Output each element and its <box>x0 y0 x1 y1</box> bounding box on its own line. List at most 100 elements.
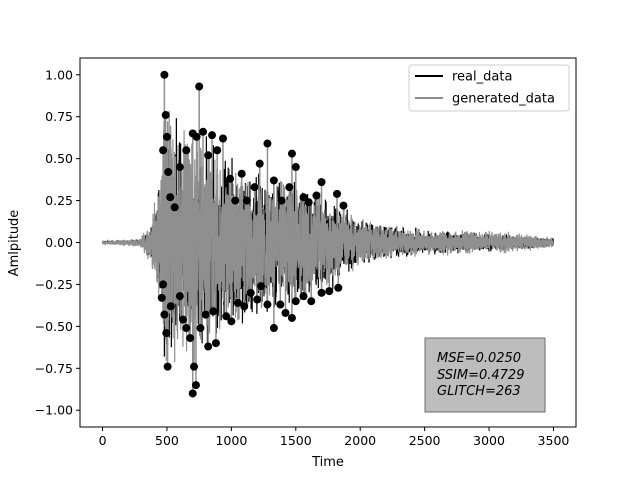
glitch-marker <box>291 297 300 306</box>
x-tick-label: 3500 <box>538 433 570 448</box>
glitch-marker <box>170 203 179 212</box>
glitch-marker <box>160 310 169 319</box>
y-tick-label: −0.75 <box>35 361 73 376</box>
glitch-marker <box>226 174 235 183</box>
glitch-marker <box>277 196 286 205</box>
y-tick-label: 0.75 <box>45 109 73 124</box>
glitch-marker <box>175 292 184 301</box>
y-tick-label: 0.25 <box>45 193 73 208</box>
y-tick-label: 0.50 <box>45 151 73 166</box>
x-tick-label: 2500 <box>409 433 441 448</box>
glitch-marker <box>199 127 208 136</box>
glitch-marker <box>281 308 290 317</box>
glitch-marker <box>269 176 278 185</box>
glitch-marker <box>159 146 168 155</box>
glitch-marker <box>190 362 199 371</box>
y-tick-label: −0.50 <box>35 319 73 334</box>
glitch-marker <box>213 146 222 155</box>
legend-box <box>408 64 570 112</box>
x-tick-label: 1500 <box>280 433 312 448</box>
glitch-marker <box>162 132 171 141</box>
glitch-marker <box>204 342 213 351</box>
glitch-marker <box>166 302 175 311</box>
legend: real_data generated_data <box>408 64 570 112</box>
y-tick-label: 1.00 <box>45 67 73 82</box>
glitch-marker <box>263 300 272 309</box>
glitch-marker <box>211 339 220 348</box>
y-axis-label: Amlpitude <box>7 210 22 277</box>
y-tick-label: −0.25 <box>35 277 73 292</box>
metrics-annotation: MSE=0.0250 SSIM=0.4729 GLITCH=263 <box>424 337 546 413</box>
glitch-marker <box>191 381 200 390</box>
x-axis-label: Time <box>311 455 344 470</box>
y-axis: −1.00 −0.75 −0.50 −0.25 0.00 0.25 0.50 0.75 1.00 <box>35 67 80 418</box>
x-tick-label: 1000 <box>215 433 247 448</box>
metric-glitch: GLITCH=263 <box>437 384 521 399</box>
glitch-marker <box>325 287 334 296</box>
glitch-marker <box>304 198 313 207</box>
glitch-marker <box>208 131 217 140</box>
glitch-marker <box>179 315 188 324</box>
glitch-marker <box>257 282 266 291</box>
glitch-marker <box>269 324 278 333</box>
glitch-marker <box>263 139 272 148</box>
glitch-marker <box>219 134 228 143</box>
glitch-marker <box>299 193 308 202</box>
glitch-marker <box>161 111 170 120</box>
glitch-marker <box>160 70 169 79</box>
glitch-marker <box>253 295 262 304</box>
glitch-marker <box>182 324 191 333</box>
series-generated-data <box>101 110 554 363</box>
metric-ssim: SSIM=0.4729 <box>437 368 524 383</box>
glitch-marker <box>162 329 171 338</box>
legend-label-real-data: real_data <box>452 70 512 85</box>
metrics-box <box>424 337 546 413</box>
glitch-marker <box>195 82 204 91</box>
glitch-marker <box>182 146 191 155</box>
glitch-marker <box>246 288 255 297</box>
glitch-marker <box>231 196 240 205</box>
glitch-marker <box>250 183 259 192</box>
glitch-marker <box>163 362 172 371</box>
glitch-marker <box>192 132 201 141</box>
x-tick-label: 0 <box>99 433 107 448</box>
glitch-marker <box>242 196 251 205</box>
x-tick-label: 2000 <box>344 433 376 448</box>
glitch-marker <box>175 163 184 172</box>
glitch-marker <box>307 297 316 306</box>
glitch-marker <box>166 193 175 202</box>
x-axis: 0 500 1000 1500 2000 2500 3000 3500 <box>99 427 570 448</box>
glitch-marker <box>201 310 210 319</box>
x-tick-label: 3000 <box>473 433 505 448</box>
glitch-marker <box>339 201 348 210</box>
glitch-marker <box>222 312 231 321</box>
glitch-marker <box>186 334 195 343</box>
y-tick-label: 0.00 <box>45 235 73 250</box>
series-layer <box>101 110 554 363</box>
glitch-marker <box>159 280 168 289</box>
glitch-marker <box>164 168 173 177</box>
glitch-marker <box>157 293 166 302</box>
glitch-marker <box>188 389 197 398</box>
x-tick-label: 500 <box>155 433 179 448</box>
glitch-marker <box>227 317 236 326</box>
glitch-marker <box>204 151 213 160</box>
glitch-marker <box>287 313 296 322</box>
glitch-marker <box>291 163 300 172</box>
glitch-marker <box>317 288 326 297</box>
glitch-marker-layer <box>157 70 348 398</box>
y-tick-label: −1.00 <box>35 403 73 418</box>
glitch-marker <box>237 169 246 178</box>
glitch-marker <box>233 298 242 307</box>
glitch-marker <box>285 183 294 192</box>
glitch-marker <box>333 189 342 198</box>
glitch-marker <box>276 300 285 309</box>
glitch-marker <box>312 191 321 200</box>
glitch-marker <box>255 159 264 168</box>
legend-label-generated-data: generated_data <box>452 92 555 107</box>
glitch-marker <box>287 149 296 158</box>
glitch-marker <box>299 292 308 301</box>
glitch-marker <box>209 307 218 316</box>
glitch-marker <box>196 324 205 333</box>
